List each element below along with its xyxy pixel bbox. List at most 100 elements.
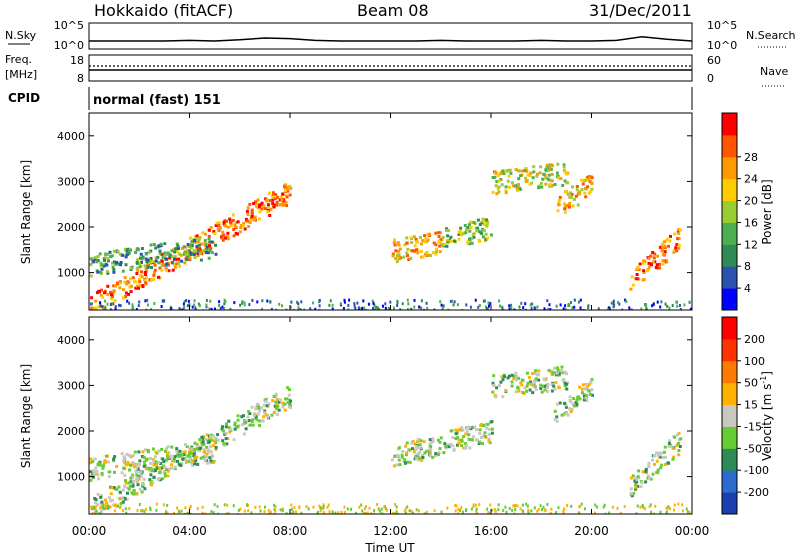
heatmap-cell (274, 392, 278, 396)
heatmap-cell (663, 455, 667, 459)
heatmap-cell (560, 413, 564, 417)
heatmap-cell (178, 449, 182, 453)
heatmap-cell (650, 510, 653, 514)
heatmap-cell (456, 443, 459, 447)
heatmap-cell (111, 302, 114, 306)
heatmap-cell (462, 435, 466, 439)
heatmap-cell (181, 457, 185, 461)
heatmap-cell (568, 399, 572, 402)
heatmap-cell (92, 469, 96, 473)
heatmap-cell (224, 425, 228, 429)
heatmap-cell (475, 428, 479, 432)
heatmap-cell (329, 299, 332, 303)
heatmap-cell (283, 185, 287, 189)
heatmap-cell (131, 480, 135, 484)
heatmap-cell (396, 241, 400, 245)
colorbar-segment (722, 404, 737, 427)
heatmap-cell (368, 506, 371, 510)
heatmap-cell (123, 473, 127, 477)
heatmap-cell (655, 451, 658, 455)
heatmap-cell (518, 305, 521, 309)
heatmap-cell (530, 306, 533, 310)
heatmap-cell (541, 384, 545, 388)
heatmap-cell (287, 388, 291, 392)
colorbar-tick-label: 15 (744, 399, 758, 412)
heatmap-cell (544, 166, 548, 170)
heatmap-cell (420, 299, 423, 303)
heatmap-cell (157, 477, 161, 480)
heatmap-cell (124, 263, 128, 267)
colorbar-tick-label: 50 (744, 377, 758, 390)
heatmap-cell (564, 304, 567, 308)
heatmap-cell (447, 308, 450, 310)
heatmap-cell (271, 198, 275, 202)
heatmap-cell (562, 168, 566, 172)
heatmap-cell (331, 510, 334, 514)
heatmap-cell (113, 455, 117, 459)
heatmap-cell (107, 470, 111, 474)
heatmap-cell (267, 402, 271, 406)
heatmap-cell (526, 381, 530, 385)
heatmap-cell (140, 490, 144, 494)
heatmap-cell (95, 469, 99, 473)
heatmap-cell (366, 511, 369, 514)
heatmap-cell (443, 442, 447, 446)
heatmap-cell (300, 300, 303, 304)
heatmap-cell (100, 500, 104, 504)
heatmap-cell (676, 442, 680, 445)
heatmap-cell (213, 439, 217, 443)
heatmap-cell (123, 461, 127, 465)
heatmap-cell (228, 430, 232, 434)
heatmap-cell (516, 504, 519, 508)
heatmap-cell (381, 512, 384, 514)
heatmap-cell (138, 265, 142, 269)
heatmap-cell (205, 245, 209, 249)
heatmap-cell (520, 378, 524, 382)
heatmap-cell (252, 413, 256, 417)
heatmap-cell (146, 449, 150, 453)
x-tick-label: 12:00 (373, 524, 408, 538)
heatmap-cell (408, 448, 412, 452)
heatmap-cell (173, 459, 177, 463)
heatmap-cell (490, 420, 494, 424)
velocity-y-axis-label: Slant Range [km] (19, 364, 33, 468)
heatmap-cell (576, 396, 580, 399)
heatmap-cell (658, 455, 662, 459)
heatmap-cell (661, 245, 665, 249)
heatmap-cell (226, 231, 230, 235)
heatmap-cell (154, 256, 158, 260)
heatmap-cell (116, 282, 120, 286)
heatmap-cell (392, 464, 396, 468)
heatmap-cell (647, 465, 651, 468)
heatmap-cell (112, 284, 116, 288)
x-axis-label: Time UT (364, 541, 415, 554)
heatmap-cell (417, 458, 421, 462)
heatmap-cell (131, 306, 134, 310)
heatmap-cell (95, 509, 98, 513)
heatmap-cell (556, 209, 560, 213)
heatmap-cell (236, 414, 240, 418)
heatmap-cell (652, 256, 656, 260)
heatmap-cell (671, 457, 675, 461)
heatmap-cell (416, 452, 420, 456)
heatmap-cell (510, 373, 514, 377)
heatmap-cell (278, 398, 282, 402)
heatmap-cell (136, 509, 139, 513)
heatmap-cell (642, 259, 646, 263)
heatmap-cell (586, 185, 590, 189)
heatmap-cell (149, 279, 153, 282)
heatmap-cell (224, 437, 228, 441)
heatmap-cell (266, 210, 270, 214)
heatmap-cell (641, 278, 645, 282)
heatmap-cell (428, 445, 432, 449)
heatmap-cell (548, 183, 552, 186)
heatmap-cell (446, 234, 450, 238)
heatmap-cell (143, 487, 147, 491)
heatmap-cell (431, 251, 435, 255)
heatmap-cell (149, 508, 152, 512)
heatmap-cell (527, 508, 530, 512)
heatmap-cell (405, 451, 409, 455)
heatmap-cell (528, 380, 532, 384)
heatmap-cell (105, 501, 108, 505)
heatmap-cell (193, 299, 196, 303)
